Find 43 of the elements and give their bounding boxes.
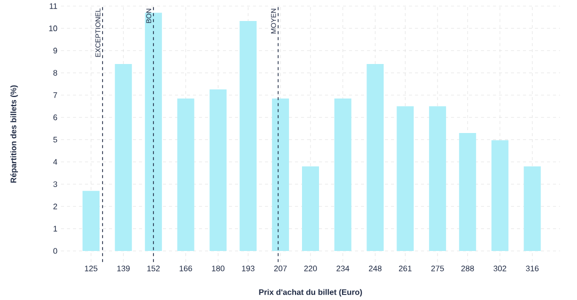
bar xyxy=(334,98,352,251)
y-tick-label: 9 xyxy=(53,48,58,54)
x-tick-label: 302 xyxy=(494,266,506,272)
bar xyxy=(177,98,194,251)
bar xyxy=(524,166,541,251)
y-tick-label: 2 xyxy=(53,204,58,210)
bar xyxy=(240,20,257,251)
bar xyxy=(429,106,446,251)
bar xyxy=(366,64,384,251)
y-tick-label: 11 xyxy=(50,3,58,9)
x-tick-label: 139 xyxy=(117,266,130,272)
bar xyxy=(491,140,508,251)
x-tick-label: 180 xyxy=(212,266,224,272)
x-tick-label: 152 xyxy=(147,266,160,272)
y-tick-label: 8 xyxy=(53,70,58,76)
x-tick-label: 220 xyxy=(304,266,317,272)
bar xyxy=(210,89,227,251)
y-tick-label: 4 xyxy=(53,159,58,165)
bar xyxy=(459,132,476,251)
bar xyxy=(114,64,132,251)
x-tick-label: 261 xyxy=(398,266,412,272)
x-tick-label: 316 xyxy=(526,266,539,272)
bar xyxy=(272,98,289,251)
x-tick-label: 275 xyxy=(431,266,444,272)
y-tick-label: 6 xyxy=(53,114,58,120)
x-tick-label: 166 xyxy=(180,266,192,272)
x-tick-label: 248 xyxy=(368,266,382,272)
bar xyxy=(82,190,100,251)
y-tick-label: 0 xyxy=(53,248,58,254)
x-axis-title: Prix d'achat du billet (Euro) xyxy=(259,289,362,296)
y-tick-label: 3 xyxy=(53,181,58,187)
y-tick-label: 10 xyxy=(49,25,58,32)
y-tick-label: 5 xyxy=(53,136,58,142)
x-tick-label: 125 xyxy=(84,266,98,272)
bar xyxy=(302,166,320,251)
y-tick-label: 1 xyxy=(54,226,58,232)
x-tick-label: 234 xyxy=(336,266,350,272)
y-tick-label: 7 xyxy=(53,92,58,98)
bar xyxy=(396,106,414,251)
x-tick-label: 193 xyxy=(242,266,254,272)
x-tick-label: 207 xyxy=(274,266,287,272)
x-tick-label: 288 xyxy=(461,266,474,272)
y-axis-title: Répartition des billets (%) xyxy=(10,85,18,183)
